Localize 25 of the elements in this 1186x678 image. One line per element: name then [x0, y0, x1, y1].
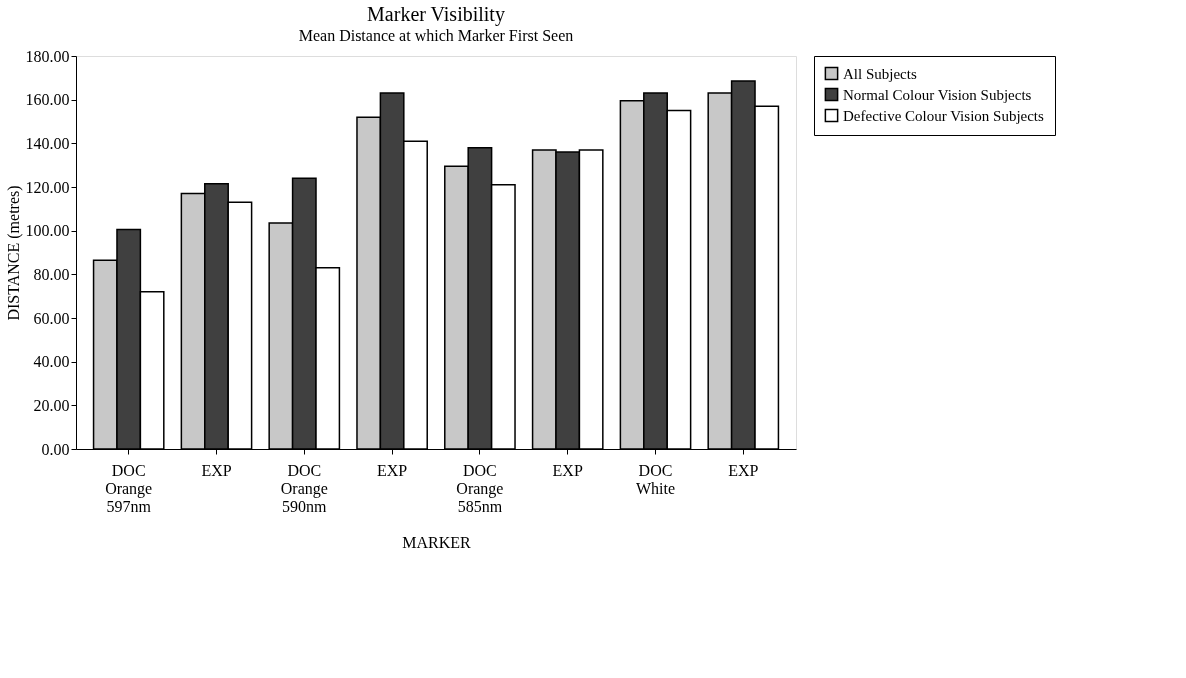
x-tick-label: DOC Orange 597nm	[105, 461, 153, 515]
y-tick-label: 100.00	[25, 222, 70, 240]
chart-title: Marker Visibility	[367, 3, 505, 26]
y-tick-label: 140.00	[25, 134, 70, 152]
x-tick-label: EXP	[376, 461, 408, 479]
x-axis-title: MARKER	[402, 533, 472, 551]
legend-label: All Subjects	[843, 65, 917, 82]
y-tick-label: 160.00	[25, 91, 70, 109]
x-tick-label: EXP	[552, 461, 583, 479]
y-tick-label: 0.00	[41, 440, 70, 458]
y-tick-label: 80.00	[33, 265, 70, 283]
y-tick-label: 120.00	[25, 178, 70, 196]
y-tick-label: 180.00	[25, 47, 70, 65]
y-axis-title: DISTANCE (metres)	[4, 185, 23, 321]
x-tick-label: EXP	[728, 461, 759, 479]
x-tick-label: DOC Orange 590nm	[280, 461, 328, 515]
x-tick-label: DOC White	[635, 461, 676, 497]
chart-subtitle: Mean Distance at which Marker First Seen	[298, 27, 574, 44]
x-tick-label: EXP	[201, 461, 232, 479]
y-tick-label: 40.00	[33, 353, 70, 371]
x-tick-label: DOC Orange 585nm	[456, 461, 504, 515]
legend-label: Normal Colour Vision Subjects	[843, 86, 1032, 103]
legend-label: Defective Colour Vision Subjects	[843, 107, 1045, 124]
y-tick-label: 60.00	[33, 309, 70, 327]
y-tick-label: 20.00	[33, 396, 70, 414]
